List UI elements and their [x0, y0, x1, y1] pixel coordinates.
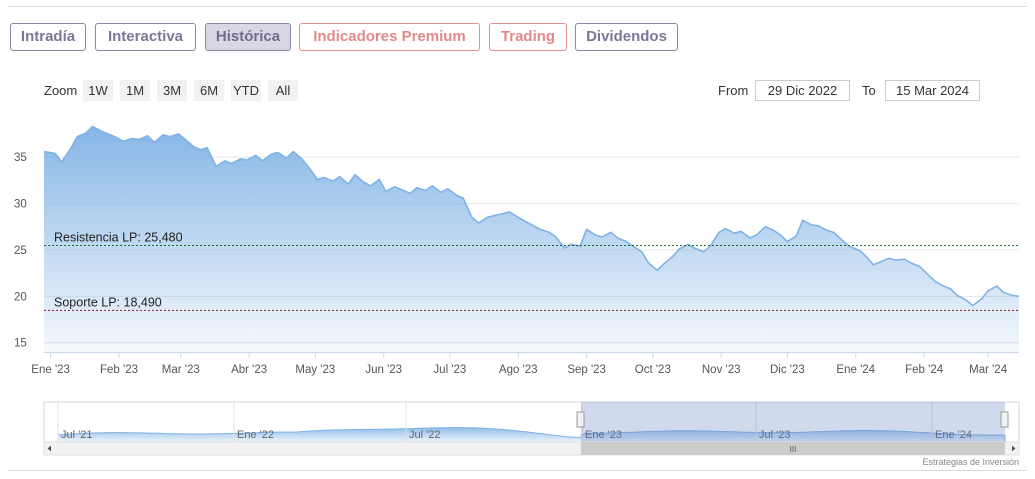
x-tick-label: Jun '23 [365, 364, 402, 376]
x-tick-label: May '23 [295, 364, 335, 376]
y-tick-label: 15 [14, 338, 27, 350]
x-tick-label: Jul '23 [433, 364, 466, 376]
tab-dividendos[interactable]: Dividendos [575, 23, 678, 51]
x-tick-label: Ene '24 [836, 364, 875, 376]
navigator-tick-label: Jul '22 [409, 429, 440, 441]
navigator-series [57, 427, 1006, 443]
x-tick-label: Sep '23 [567, 364, 606, 376]
navigator-tick-label: Jul '21 [61, 429, 92, 441]
y-tick-label: 30 [14, 199, 27, 211]
navigator-tick-label: Ene '23 [585, 429, 622, 441]
navigator-selected-range[interactable] [581, 402, 1005, 442]
scrollbar-grip: III [790, 445, 797, 454]
price-line[interactable] [43, 125, 1020, 307]
x-tick-label: Abr '23 [231, 364, 267, 376]
resistance-label: Resistencia LP: 25,480 [54, 230, 183, 244]
tab-intradia[interactable]: Intradía [10, 23, 86, 51]
tab-historica[interactable]: Histórica [205, 23, 291, 51]
navigator-tick-label: Ene '24 [935, 429, 972, 441]
zoom-1w-button[interactable]: 1W [83, 80, 113, 101]
navigator-left-handle[interactable] [576, 411, 585, 428]
x-tick-label: Nov '23 [702, 364, 741, 376]
zoom-ytd-button[interactable]: YTD [231, 80, 261, 101]
tab-indicadores-premium[interactable]: Indicadores Premium [299, 23, 480, 51]
x-axis: Ene '23 Feb '23 Mar '23 Abr '23 May '23 Jun '… [31, 352, 1008, 376]
x-tick-label: Mar '23 [162, 364, 200, 376]
navigator[interactable]: Jul '21 Ene '22 Jul '22 Ene '23 Jul '23 Ene '… [43, 401, 1020, 456]
navigator-tick-label: Jul '23 [759, 429, 790, 441]
top-divider [8, 6, 1027, 7]
x-tick-label: Feb '23 [100, 364, 138, 376]
y-axis: 15 20 25 30 35 [14, 152, 27, 350]
credit-label: Estrategias de Inversión [922, 457, 1019, 467]
from-label: From [718, 83, 749, 98]
navigator-right-handle[interactable] [1000, 411, 1009, 428]
tab-interactiva[interactable]: Interactiva [95, 23, 196, 51]
x-tick-label: Ago '23 [499, 364, 538, 376]
zoom-3m-button[interactable]: 3M [157, 80, 187, 101]
y-tick-label: 20 [14, 291, 27, 303]
navigator-scrollbar-thumb[interactable] [581, 442, 1005, 455]
support-label: Soporte LP: 18,490 [54, 295, 162, 309]
y-tick-label: 25 [14, 245, 27, 257]
zoom-all-button[interactable]: All [268, 80, 298, 101]
navigator-tick-label: Ene '22 [237, 429, 274, 441]
scroll-right-arrow-icon[interactable] [1012, 445, 1016, 452]
zoom-6m-button[interactable]: 6M [194, 80, 224, 101]
zoom-label: Zoom [44, 83, 78, 98]
from-date-input[interactable]: 29 Dic 2022 [755, 80, 850, 101]
x-tick-label: Mar '24 [969, 364, 1008, 376]
x-tick-label: Dic '23 [770, 364, 805, 376]
y-tick-label: 35 [14, 152, 27, 164]
zoom-1m-button[interactable]: 1M [120, 80, 150, 101]
bottom-divider [8, 470, 1027, 471]
navigator-x-axis: Jul '21 Ene '22 Jul '22 Ene '23 Jul '23 Ene '… [57, 402, 972, 442]
to-label: To [862, 83, 876, 98]
x-tick-label: Ene '23 [31, 364, 70, 376]
tab-trading[interactable]: Trading [489, 23, 567, 51]
scroll-left-arrow-icon[interactable] [47, 445, 52, 452]
price-area [44, 126, 1019, 352]
x-tick-label: Feb '24 [905, 364, 944, 376]
to-date-input[interactable]: 15 Mar 2024 [885, 80, 980, 101]
level-lines: Resistencia LP: 25,480 Soporte LP: 18,490 [44, 230, 1019, 311]
x-tick-label: Oct '23 [635, 364, 671, 376]
